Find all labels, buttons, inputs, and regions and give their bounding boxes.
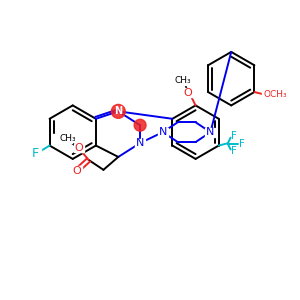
Bar	[206, 128, 215, 136]
Text: F: F	[231, 146, 236, 157]
Text: F: F	[231, 130, 236, 141]
Text: CH₃: CH₃	[60, 134, 76, 142]
Circle shape	[111, 104, 125, 118]
Circle shape	[134, 119, 146, 131]
Bar	[74, 144, 84, 152]
Bar	[135, 139, 145, 148]
Text: F: F	[32, 147, 39, 160]
Text: N: N	[159, 127, 167, 137]
Text: CH₃: CH₃	[174, 76, 191, 85]
Bar	[158, 128, 168, 136]
Text: F: F	[238, 139, 244, 148]
Text: O: O	[183, 88, 192, 98]
Bar	[52, 134, 72, 142]
Bar	[262, 90, 288, 98]
Text: N: N	[136, 138, 144, 148]
Bar	[72, 166, 82, 175]
Text: N: N	[206, 127, 214, 137]
Text: OCH₃: OCH₃	[263, 89, 287, 98]
Text: N: N	[114, 106, 122, 116]
Text: O: O	[74, 143, 83, 153]
Bar	[31, 149, 40, 158]
Bar	[172, 76, 194, 85]
Bar	[183, 88, 193, 97]
Text: O: O	[72, 166, 81, 176]
